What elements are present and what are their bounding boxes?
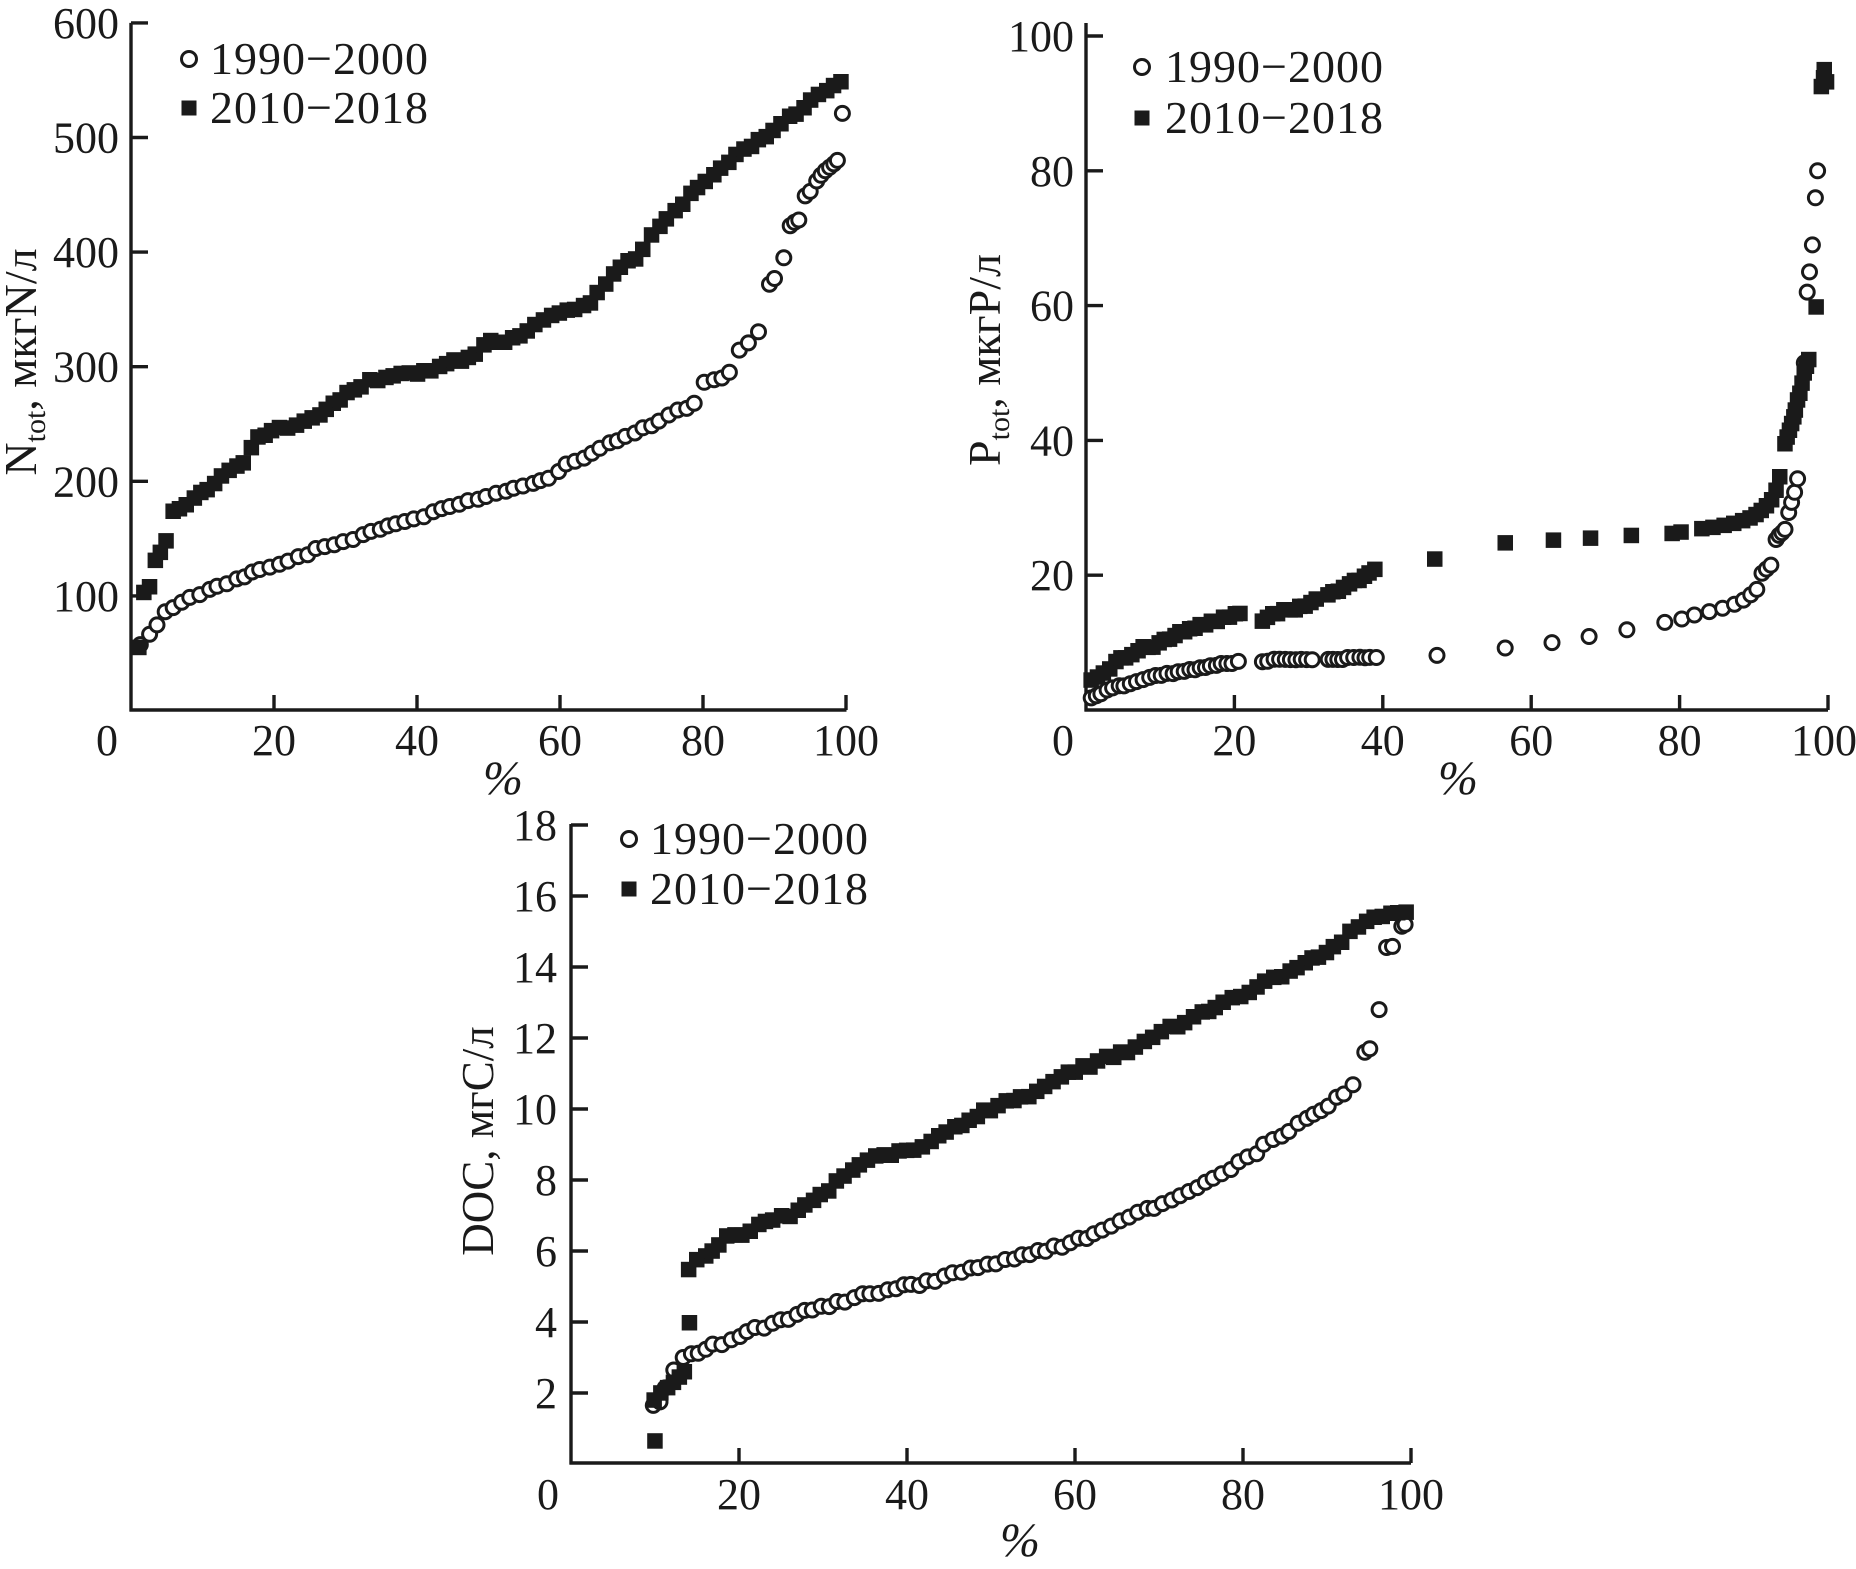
svg-text:60: 60 [1030,282,1074,331]
svg-text:2010−2018: 2010−2018 [1165,92,1384,143]
svg-text:100: 100 [1008,12,1074,61]
svg-text:20: 20 [252,716,296,765]
svg-text:Ptot, мкгP/л: Ptot, мкгP/л [959,254,1016,466]
svg-text:20: 20 [1212,716,1256,765]
svg-text:60: 60 [1053,1470,1097,1519]
svg-text:80: 80 [681,716,725,765]
svg-text:80: 80 [1030,147,1074,196]
svg-text:1990−2000: 1990−2000 [1165,41,1384,92]
svg-text:4: 4 [535,1298,557,1347]
svg-text:300: 300 [53,343,119,392]
svg-text:100: 100 [1378,1470,1444,1519]
svg-text:80: 80 [1221,1470,1265,1519]
svg-text:18: 18 [513,801,557,850]
svg-text:1990−2000: 1990−2000 [210,33,429,84]
svg-text:%: % [483,752,523,805]
svg-text:80: 80 [1658,716,1702,765]
svg-text:20: 20 [717,1470,761,1519]
svg-text:2010−2018: 2010−2018 [210,82,429,133]
svg-text:16: 16 [513,872,557,921]
svg-text:2010−2018: 2010−2018 [650,863,869,914]
svg-text:100: 100 [1791,716,1856,765]
svg-text:200: 200 [53,457,119,506]
svg-text:0: 0 [537,1470,559,1519]
svg-text:500: 500 [53,114,119,163]
svg-text:40: 40 [395,716,439,765]
svg-text:600: 600 [53,0,119,48]
svg-text:0: 0 [1052,716,1074,765]
svg-text:100: 100 [813,716,879,765]
svg-text:8: 8 [535,1156,557,1205]
svg-text:400: 400 [53,228,119,277]
svg-text:60: 60 [538,716,582,765]
svg-text:100: 100 [53,572,119,621]
svg-text:14: 14 [513,943,557,992]
svg-text:%: % [1438,752,1478,805]
svg-text:40: 40 [1030,416,1074,465]
svg-text:DOC, мгС/л: DOC, мгС/л [453,1026,503,1255]
svg-text:0: 0 [96,716,118,765]
svg-text:20: 20 [1030,551,1074,600]
svg-text:10: 10 [513,1085,557,1134]
svg-text:12: 12 [513,1014,557,1063]
svg-text:%: % [1000,1514,1040,1567]
svg-text:1990−2000: 1990−2000 [650,813,869,864]
svg-text:40: 40 [885,1470,929,1519]
svg-text:40: 40 [1361,716,1405,765]
svg-text:6: 6 [535,1227,557,1276]
svg-text:60: 60 [1509,716,1553,765]
svg-text:2: 2 [535,1369,557,1418]
